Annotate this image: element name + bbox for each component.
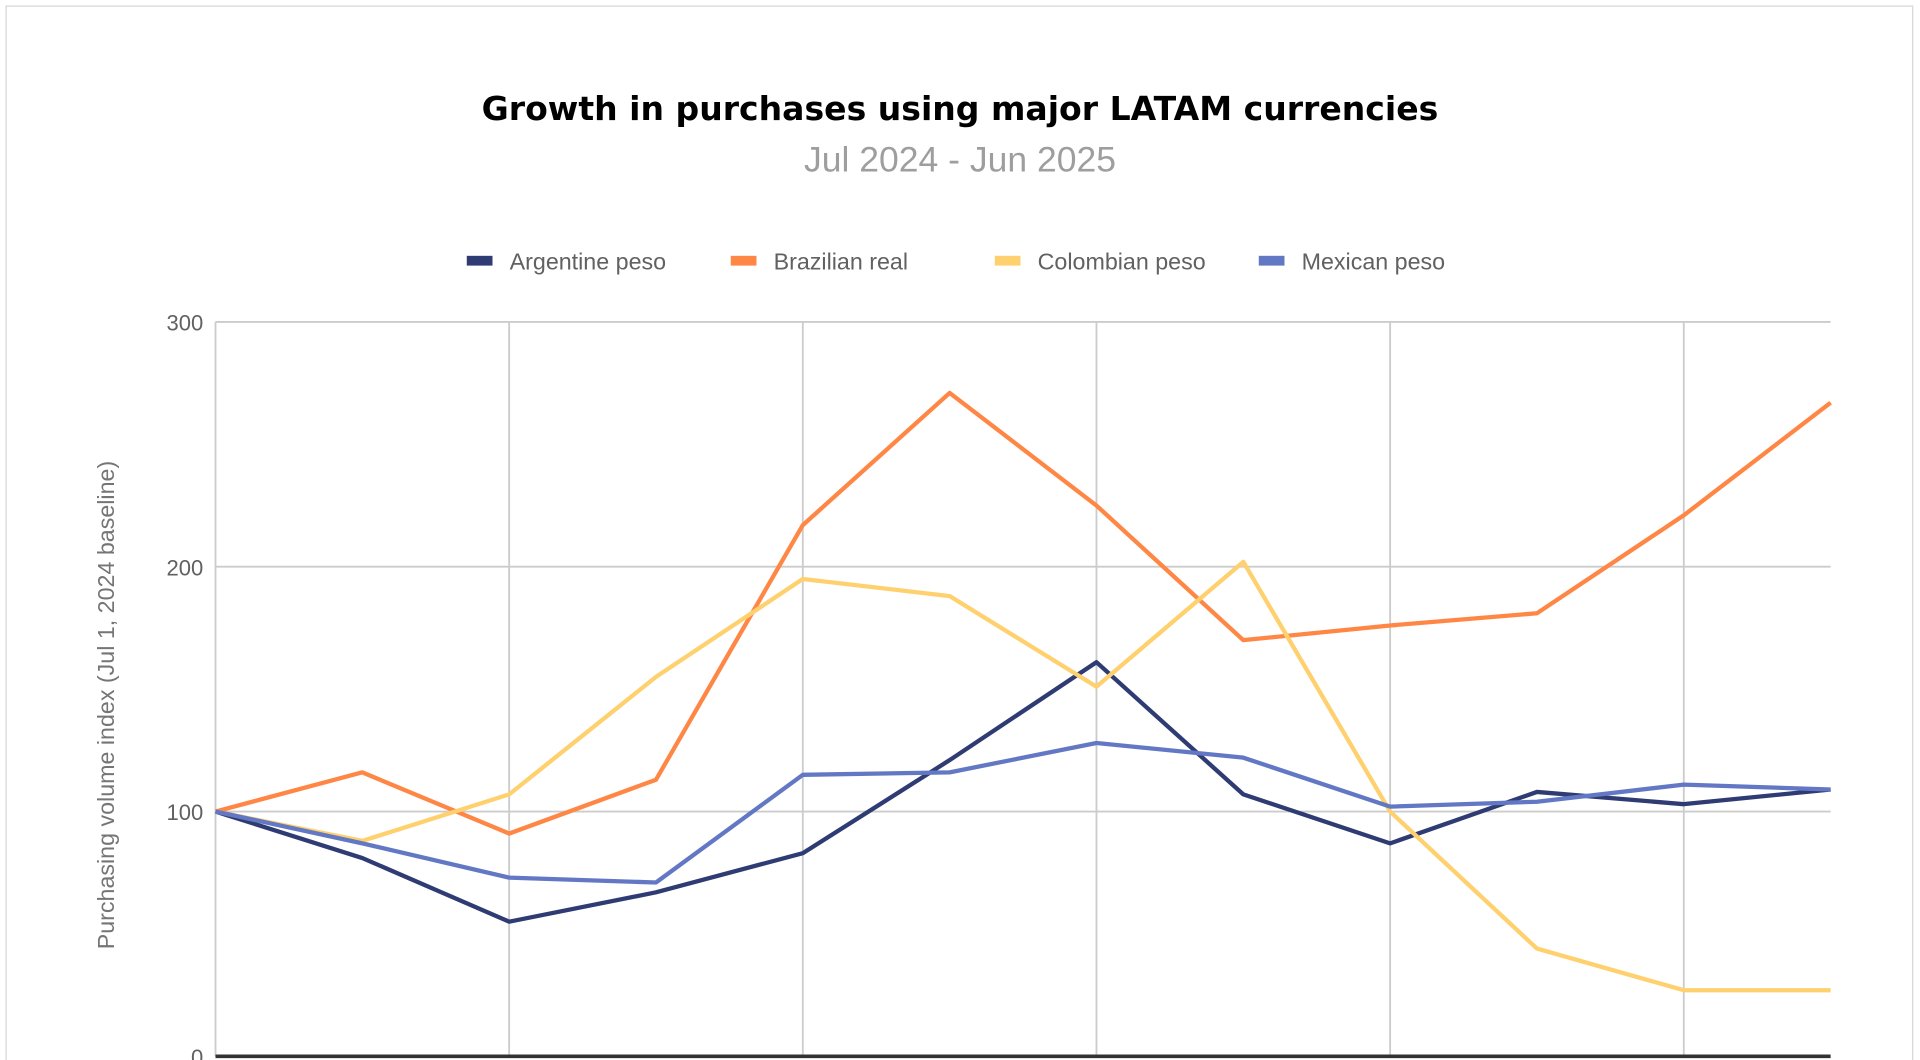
series-line	[214, 390, 1832, 836]
legend-item[interactable]: Brazilian real	[730, 248, 908, 274]
legend-swatch	[1258, 255, 1285, 266]
legend: Argentine peso Brazilian real Colombian pe…	[466, 248, 1445, 274]
y-tick-label: 100	[167, 800, 204, 825]
chart-title: Growth in purchases using major LATAM cu…	[482, 89, 1439, 128]
y-tick-label: 0	[191, 1045, 203, 1060]
legend-item[interactable]: Mexican peso	[1258, 248, 1445, 274]
legend-item[interactable]: Colombian peso	[994, 248, 1206, 274]
y-tick-label: 200	[167, 555, 204, 580]
legend-label: Mexican peso	[1302, 248, 1445, 274]
series-line	[215, 740, 1831, 885]
y-tick-label: 300	[167, 310, 204, 335]
legend-swatch	[730, 255, 757, 266]
y-axis-label: Purchasing volume index (Jul 1, 2024 bas…	[93, 461, 119, 949]
series-mexican-peso	[215, 740, 1831, 885]
chart-subtitle: Jul 2024 - Jun 2025	[804, 139, 1116, 179]
gridlines	[214, 320, 1831, 1057]
legend-item[interactable]: Argentine peso	[466, 248, 666, 274]
series-line	[215, 559, 1831, 993]
series-lines	[214, 390, 1832, 993]
legend-label: Argentine peso	[510, 248, 666, 274]
legend-label: Brazilian real	[774, 248, 908, 274]
series-colombian-peso	[215, 559, 1831, 993]
y-axis-ticks: 0 100 200 300	[167, 310, 204, 1060]
legend-swatch	[466, 255, 493, 266]
legend-swatch	[994, 255, 1021, 266]
chart-frame	[5, 5, 1914, 1060]
series-line	[214, 660, 1831, 924]
legend-label: Colombian peso	[1038, 248, 1206, 274]
